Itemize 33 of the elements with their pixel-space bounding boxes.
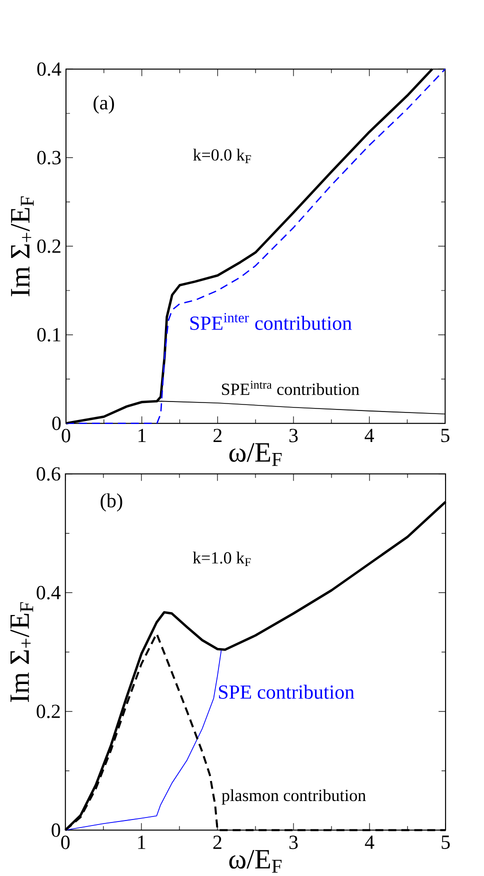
x-tick-label: 0	[62, 428, 70, 442]
annotation: k=1.0 k$_{F}$	[192, 552, 251, 566]
x-axis-title: ω/E$_{F}$	[229, 443, 282, 466]
series-label: SPE$^{inter}$ contribution	[190, 313, 352, 330]
y-tick-label: 0.4	[36, 586, 61, 600]
x-tick-label: 1	[138, 428, 146, 442]
y-tick-label: 0.2	[36, 704, 60, 718]
annotation: k=0.0 k$_{F}$	[193, 148, 251, 164]
x-tick-label: 3	[289, 428, 298, 442]
y-tick-label: 0.1	[37, 328, 60, 342]
y-tick-label: 0.6	[36, 467, 60, 481]
y-tick-label: 0.2	[37, 239, 60, 253]
x-tick-label: 5	[442, 836, 450, 849]
annotation: (b)	[100, 493, 122, 512]
series-label: plasmon contribution	[222, 789, 366, 805]
x-tick-label: 0	[61, 836, 70, 850]
series-label: SPE contribution	[219, 684, 354, 699]
x-tick-label: 4	[364, 836, 374, 849]
x-tick-label: 2	[213, 836, 222, 849]
x-tick-label: 5	[441, 428, 450, 442]
y-tick-label: 0	[52, 823, 60, 837]
y-axis-title: Im Σ$_{+}$/E$_{F}$	[11, 196, 34, 296]
x-tick-label: 2	[214, 428, 222, 442]
x-tick-label: 3	[289, 836, 298, 850]
y-axis-title: Im Σ$_{+}$/E$_{F}$	[10, 602, 34, 702]
x-tick-label: 4	[364, 428, 374, 442]
annotation: (a)	[94, 95, 114, 114]
y-tick-label: 0.3	[37, 150, 61, 164]
x-tick-label: 1	[138, 836, 146, 849]
y-tick-label: 0.4	[37, 62, 62, 76]
y-tick-label: 0	[52, 416, 61, 430]
series-label: SPE$^{intra}$ contribution	[222, 380, 360, 396]
x-axis-title: ω/E$_{F}$	[229, 850, 282, 873]
